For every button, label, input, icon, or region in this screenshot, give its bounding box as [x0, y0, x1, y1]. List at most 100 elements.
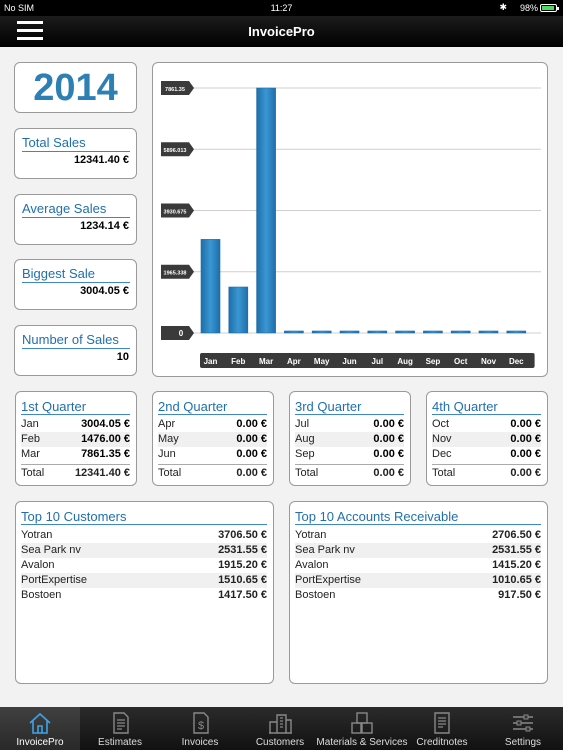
bar-jul	[367, 330, 388, 334]
buildings-icon	[269, 714, 292, 734]
bar-jun	[339, 330, 360, 334]
bar-jan	[200, 239, 221, 334]
quarter-title: 3rd Quarter	[295, 399, 404, 415]
tab-customers[interactable]: Customers	[240, 707, 320, 750]
quarter-card-2: 2nd Quarter Apr 0.00 € May 0.00 € Jun 0.00 …	[152, 391, 274, 486]
app-title: InvoicePro	[248, 24, 315, 39]
y-tick-label-bg	[161, 81, 194, 95]
quarter-row: Dec 0.00 €	[432, 448, 541, 460]
battery-icon	[540, 4, 559, 12]
tab-materials-services[interactable]: Materials & Services	[316, 707, 408, 750]
x-tick-label: Dec	[509, 357, 524, 366]
y-tick-label: 3930.675	[164, 210, 187, 216]
bar-apr	[284, 330, 304, 334]
list-item[interactable]: Bostoen 917.50 €	[295, 589, 541, 601]
top-customers-card: Top 10 Customers Yotran 3706.50 € Sea Par…	[15, 501, 274, 684]
list-item[interactable]: PortExpertise 1510.65 €	[21, 573, 267, 588]
list-item[interactable]: Sea Park nv 2531.55 €	[21, 543, 267, 558]
boxes-icon	[351, 712, 373, 734]
quarter-row: Aug 0.00 €	[295, 432, 404, 447]
quarter-row: Jan 3004.05 €	[21, 418, 130, 430]
svg-text:$: $	[198, 720, 204, 732]
chart-canvas: 0 1965.338 3930.675 5896.013 7861.35 Jan Feb Ma…	[161, 81, 541, 368]
quarter-title: 4th Quarter	[432, 399, 541, 415]
status-bar: No SIM 11:27 ✱ 98%	[0, 0, 563, 16]
bar-mar	[256, 87, 276, 334]
tab-invoicepro[interactable]: InvoicePro	[0, 707, 80, 750]
number-of-sales-label: Number of Sales	[22, 332, 130, 349]
tab-label: Settings	[504, 737, 542, 748]
x-tick-label: Feb	[231, 357, 245, 366]
year-card[interactable]: 2014	[14, 62, 137, 113]
tab-label: Materials & Services	[316, 737, 408, 748]
y-tick-label-bg	[161, 264, 194, 279]
bar-feb	[228, 286, 249, 334]
hamburger-menu-icon[interactable]	[17, 20, 43, 42]
navigation-bar: InvoicePro	[0, 16, 563, 47]
battery-percentage: 98%	[519, 3, 538, 13]
number-of-sales-card: Number of Sales 10	[14, 325, 137, 376]
x-tick-label: May	[314, 357, 330, 366]
bluetooth-icon: ✱	[499, 2, 507, 12]
quarter-total: Total 0.00 €	[295, 464, 404, 479]
average-sales-value: 1234.14 €	[80, 220, 129, 232]
monthly-sales-chart: 0 1965.338 3930.675 5896.013 7861.35 Jan Feb Ma…	[152, 62, 548, 377]
tab-label: Invoices	[181, 737, 219, 748]
total-sales-card: Total Sales 12341.40 €	[14, 128, 137, 179]
y-tick-label-bg	[161, 326, 194, 340]
quarter-total: Total 0.00 €	[158, 464, 267, 479]
number-of-sales-value: 10	[116, 351, 129, 363]
quarter-title: 1st Quarter	[21, 399, 130, 415]
list-item[interactable]: Avalon 1415.20 €	[295, 559, 541, 571]
list-item[interactable]: Avalon 1915.20 €	[21, 559, 267, 571]
carrier-label: No SIM	[4, 3, 35, 13]
tab-creditnotes[interactable]: Creditnotes	[402, 707, 482, 750]
x-tick-label: Jan	[204, 357, 218, 366]
biggest-sale-card: Biggest Sale 3004.05 €	[14, 259, 137, 310]
quarter-row: Mar 7861.35 €	[21, 448, 130, 460]
list-item[interactable]: PortExpertise 1010.65 €	[295, 573, 541, 588]
y-tick-label: 1965.338	[164, 271, 187, 277]
quarter-card-3: 3rd Quarter Jul 0.00 € Aug 0.00 € Sep 0.00 …	[289, 391, 411, 486]
x-tick-label: Oct	[454, 357, 468, 366]
quarter-row: Feb 1476.00 €	[21, 432, 130, 447]
tab-label: InvoicePro	[16, 737, 64, 748]
bar-nov	[478, 330, 499, 334]
x-tick-label: Sep	[426, 357, 441, 366]
tab-label: Customers	[255, 737, 305, 748]
x-tick-label: Jun	[342, 357, 356, 366]
x-axis-label-strip	[200, 353, 535, 368]
invoice-dollar-icon: $	[193, 712, 209, 734]
x-tick-label: Jul	[372, 357, 384, 366]
quarter-total: Total 12341.40 €	[21, 464, 130, 479]
clock: 11:27	[270, 3, 293, 13]
list-item[interactable]: Bostoen 1417.50 €	[21, 589, 267, 601]
y-tick-label-bg	[161, 142, 194, 157]
bar-oct	[450, 330, 471, 334]
quarter-row: Apr 0.00 €	[158, 418, 267, 430]
quarter-row: Jun 0.00 €	[158, 448, 267, 460]
tab-estimates[interactable]: Estimates	[80, 707, 160, 750]
tab-label: Estimates	[98, 737, 142, 748]
list-item[interactable]: Sea Park nv 2531.55 €	[295, 543, 541, 558]
tab-settings[interactable]: Settings	[483, 707, 563, 750]
sliders-icon	[513, 714, 533, 732]
quarter-card-1: 1st Quarter Jan 3004.05 € Feb 1476.00 € Ma…	[15, 391, 137, 486]
top-receivable-card: Top 10 Accounts Receivable Yotran 2706.50…	[289, 501, 548, 684]
list-item[interactable]: Yotran 3706.50 €	[21, 529, 267, 541]
quarter-row: Oct 0.00 €	[432, 418, 541, 430]
bar-dec	[506, 330, 527, 334]
y-tick-label: 7861.35	[165, 87, 185, 93]
x-tick-label: Aug	[397, 357, 413, 366]
quarter-row: Nov 0.00 €	[432, 432, 541, 447]
list-item[interactable]: Yotran 2706.50 €	[295, 529, 541, 541]
y-tick-label: 0	[179, 329, 184, 338]
tab-invoices[interactable]: $ Invoices	[160, 707, 240, 750]
tab-label: Creditnotes	[416, 737, 468, 748]
quarter-card-4: 4th Quarter Oct 0.00 € Nov 0.00 € Dec 0.00 …	[426, 391, 548, 486]
total-sales-label: Total Sales	[22, 135, 130, 152]
estimate-document-icon	[113, 712, 129, 734]
biggest-sale-value: 3004.05 €	[80, 285, 129, 297]
biggest-sale-label: Biggest Sale	[22, 266, 130, 283]
quarter-row: Sep 0.00 €	[295, 448, 404, 460]
